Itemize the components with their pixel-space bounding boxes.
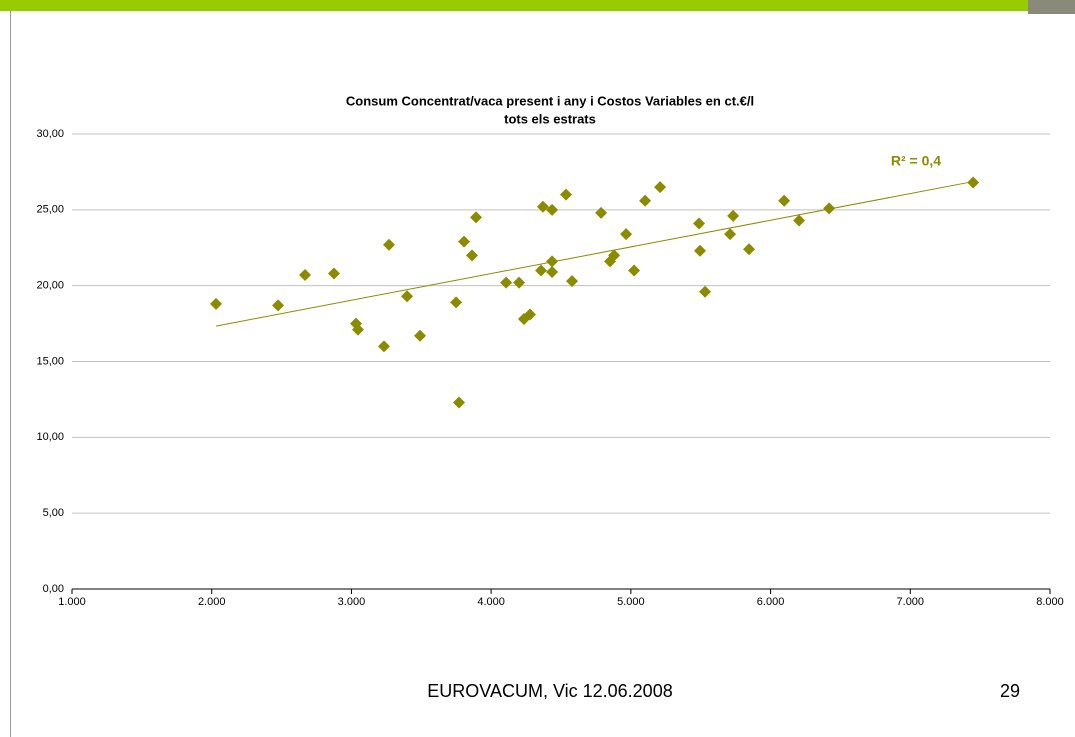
point	[546, 266, 559, 279]
point	[546, 203, 559, 216]
point	[523, 308, 536, 321]
point	[272, 299, 285, 312]
point	[654, 181, 667, 194]
point	[560, 188, 573, 201]
point	[536, 200, 549, 213]
point	[453, 396, 466, 409]
x-tick-label: 5.000	[617, 596, 645, 608]
point	[450, 296, 463, 309]
page-number: 29	[1000, 681, 1020, 701]
point	[383, 238, 396, 251]
point	[608, 249, 621, 262]
y-tick-label: 15,00	[36, 355, 64, 367]
annotation: R² = 0,4	[891, 153, 941, 169]
x-tick-label: 8.000	[1036, 596, 1064, 608]
x-tick-label: 6.000	[757, 596, 785, 608]
chart-title: Consum Concentrat/vaca present i any i C…	[346, 93, 754, 108]
header-bar	[0, 0, 1075, 11]
y-tick-label: 30,00	[36, 128, 64, 140]
point	[566, 275, 579, 288]
point	[595, 206, 608, 219]
point	[351, 323, 364, 336]
point	[967, 176, 980, 189]
point	[414, 329, 427, 342]
y-tick-label: 10,00	[36, 431, 64, 443]
point	[694, 244, 707, 257]
x-tick-label: 2.000	[198, 596, 226, 608]
point	[401, 290, 414, 303]
point	[546, 255, 559, 268]
point	[327, 267, 340, 280]
trendline	[215, 181, 974, 327]
point	[693, 217, 706, 230]
x-tick-label: 4.000	[477, 596, 505, 608]
point	[535, 264, 548, 277]
y-tick-label: 5,00	[43, 507, 64, 519]
x-tick-label: 7.000	[897, 596, 925, 608]
point	[778, 194, 791, 207]
point	[699, 285, 712, 298]
point	[743, 243, 756, 256]
point	[724, 228, 737, 241]
footer-text: EUROVACUM, Vic 12.06.2008	[427, 681, 672, 701]
point	[620, 228, 633, 241]
y-tick-label: 0,00	[43, 583, 64, 595]
point	[628, 264, 641, 277]
point	[470, 211, 483, 224]
chart-subtitle: tots els estrats	[504, 111, 596, 126]
y-tick-label: 20,00	[36, 280, 64, 292]
point	[500, 276, 513, 289]
x-tick-label: 1.000	[58, 596, 86, 608]
x-tick-label: 3.000	[338, 596, 366, 608]
point	[513, 276, 526, 289]
corner-image	[1028, 0, 1075, 14]
point	[458, 235, 471, 248]
point	[823, 202, 836, 215]
point	[793, 214, 806, 227]
point	[639, 194, 652, 207]
point	[377, 340, 390, 353]
point	[299, 269, 312, 282]
y-tick-label: 25,00	[36, 204, 64, 216]
point	[210, 297, 223, 310]
point	[727, 209, 740, 222]
point	[466, 249, 479, 262]
